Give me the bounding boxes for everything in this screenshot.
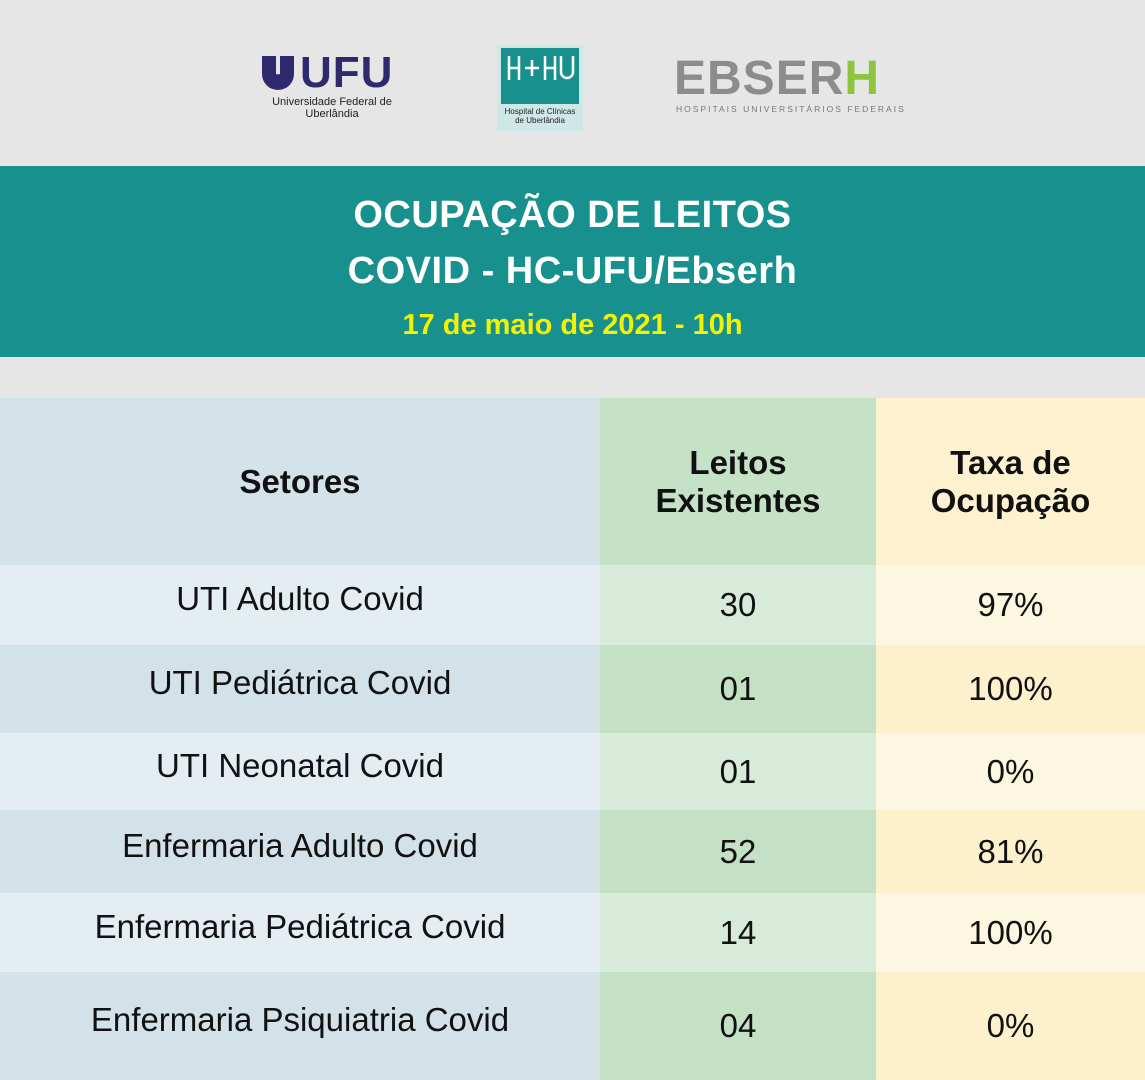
ufu-caption: Universidade Federal de Uberlândia xyxy=(262,96,402,120)
header-line: Setores xyxy=(239,462,361,500)
occupancy-rate: 100% xyxy=(876,645,1145,733)
ufu-name: UFU xyxy=(300,48,394,97)
logo-bar: UFU Universidade Federal de Uberlândia H… xyxy=(0,0,1145,165)
column-header: Leitos Existentes xyxy=(600,398,876,565)
header-line: Ocupação xyxy=(930,481,1091,519)
caption-line: Universidade Federal de xyxy=(272,96,392,108)
beds-count: 30 xyxy=(600,565,876,645)
beds-count: 04 xyxy=(600,972,876,1080)
hc-emblem xyxy=(501,48,579,104)
sector-name: Enfermaria Pediátrica Covid xyxy=(0,893,600,972)
date: 17 de maio de 2021 - 10h xyxy=(402,309,743,341)
hc-caption: Hospital de Clínicas de Uberlândia xyxy=(497,107,583,125)
ebserh-main: EBSER xyxy=(674,52,845,105)
column-header: Setores xyxy=(0,398,600,565)
occupancy-rate: 81% xyxy=(876,810,1145,893)
header-line: Leitos xyxy=(689,443,787,481)
beds-count: 52 xyxy=(600,810,876,893)
sector-name: Enfermaria Psiquiatria Covid xyxy=(0,972,600,1080)
sector-name: Enfermaria Adulto Covid xyxy=(0,810,600,893)
sector-name: UTI Neonatal Covid xyxy=(0,733,600,810)
ufu-emblem xyxy=(262,56,294,90)
caption-line: de Uberlândia xyxy=(515,116,565,125)
header-line: Taxa de xyxy=(950,443,1071,481)
occupancy-rate: 0% xyxy=(876,733,1145,810)
header-line: Existentes xyxy=(655,481,821,519)
caption-line: Uberlândia xyxy=(305,108,359,120)
title-line: OCUPAÇÃO DE LEITOS xyxy=(353,194,792,236)
ebserh-name: EBSERH xyxy=(674,54,880,104)
ebserh-accent: H xyxy=(844,52,881,105)
hc-logo: Hospital de Clínicas de Uberlândia xyxy=(497,45,583,131)
ebserh-tagline: HOSPITAIS UNIVERSITÁRIOS FEDERAIS xyxy=(676,104,906,114)
sector-name: UTI Pediátrica Covid xyxy=(0,645,600,733)
beds-count: 01 xyxy=(600,645,876,733)
sector-name: UTI Adulto Covid xyxy=(0,565,600,645)
occupancy-rate: 0% xyxy=(876,972,1145,1080)
column-header: Taxa de Ocupação xyxy=(876,398,1145,565)
beds-count: 01 xyxy=(600,733,876,810)
title-band: OCUPAÇÃO DE LEITOS COVID - HC-UFU/Ebserh… xyxy=(0,166,1145,357)
title-line: COVID - HC-UFU/Ebserh xyxy=(347,250,798,292)
occupancy-rate: 97% xyxy=(876,565,1145,645)
caption-line: Hospital de Clínicas xyxy=(504,107,576,116)
occupancy-rate: 100% xyxy=(876,893,1145,972)
beds-count: 14 xyxy=(600,893,876,972)
occupancy-table: Setores Leitos Existentes Taxa de Ocupação UT… xyxy=(0,398,1145,1080)
